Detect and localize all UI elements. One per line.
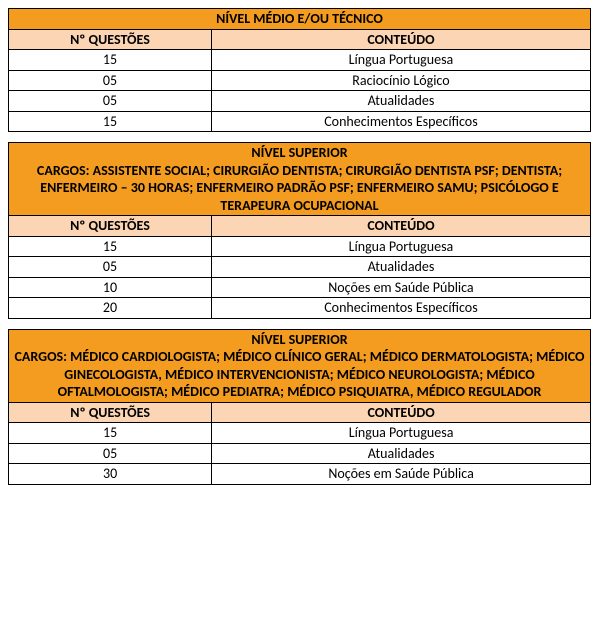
table-row: 15 Língua Portuguesa [9, 423, 591, 444]
table-row: 15 Conhecimentos Específicos [9, 111, 591, 132]
table-row: 20 Conhecimentos Específicos [9, 298, 591, 319]
table2-title-line1: NÍVEL SUPERIOR [251, 144, 347, 161]
table-nivel-superior-2: NÍVEL SUPERIOR CARGOS: MÉDICO CARDIOLOGI… [8, 329, 591, 485]
table3-title-line2: CARGOS: MÉDICO CARDIOLOGISTA; MÉDICO CLÍ… [14, 348, 584, 400]
col-header-conteudo: CONTEÚDO [212, 402, 591, 423]
table2-title: NÍVEL SUPERIOR CARGOS: ASSISTENTE SOCIAL… [9, 143, 591, 216]
cell-conteudo: Noções em Saúde Pública [211, 277, 590, 298]
cell-conteudo: Conhecimentos Específicos [211, 298, 590, 319]
col-header-questoes: Nº QUESTÕES [9, 29, 212, 50]
table-row: 30 Noções em Saúde Pública [9, 464, 591, 485]
cell-conteudo: Raciocínio Lógico [211, 70, 590, 91]
table3-title: NÍVEL SUPERIOR CARGOS: MÉDICO CARDIOLOGI… [9, 329, 591, 402]
cell-questoes: 20 [9, 298, 212, 319]
table-row: 05 Atualidades [9, 91, 591, 112]
table-row: 05 Raciocínio Lógico [9, 70, 591, 91]
table-row: 05 Atualidades [9, 443, 591, 464]
cell-conteudo: Atualidades [212, 443, 591, 464]
table3-title-line1: NÍVEL SUPERIOR [251, 331, 347, 348]
cell-questoes: 05 [9, 91, 212, 112]
cell-questoes: 05 [9, 70, 212, 91]
cell-conteudo: Língua Portuguesa [211, 50, 590, 71]
table-nivel-superior-1: NÍVEL SUPERIOR CARGOS: ASSISTENTE SOCIAL… [8, 142, 591, 319]
col-header-conteudo: CONTEÚDO [211, 29, 590, 50]
table-nivel-medio: NÍVEL MÉDIO E/OU TÉCNICO Nº QUESTÕES CON… [8, 8, 591, 132]
table2-title-line2: CARGOS: ASSISTENTE SOCIAL; CIRURGIÃO DEN… [37, 162, 562, 214]
col-header-questoes: Nº QUESTÕES [9, 216, 212, 237]
col-header-questoes: Nº QUESTÕES [9, 402, 212, 423]
cell-questoes: 15 [9, 236, 212, 257]
table-row: 10 Noções em Saúde Pública [9, 277, 591, 298]
table-row: 15 Língua Portuguesa [9, 236, 591, 257]
cell-conteudo: Noções em Saúde Pública [212, 464, 591, 485]
cell-conteudo: Atualidades [211, 257, 590, 278]
cell-conteudo: Língua Portuguesa [212, 423, 591, 444]
cell-conteudo: Língua Portuguesa [211, 236, 590, 257]
cell-questoes: 05 [9, 257, 212, 278]
cell-questoes: 15 [9, 423, 212, 444]
table-row: 15 Língua Portuguesa [9, 50, 591, 71]
cell-questoes: 15 [9, 111, 212, 132]
table-row: 05 Atualidades [9, 257, 591, 278]
cell-conteudo: Conhecimentos Específicos [211, 111, 590, 132]
cell-questoes: 05 [9, 443, 212, 464]
table1-title: NÍVEL MÉDIO E/OU TÉCNICO [9, 9, 591, 30]
cell-questoes: 30 [9, 464, 212, 485]
cell-questoes: 15 [9, 50, 212, 71]
cell-conteudo: Atualidades [211, 91, 590, 112]
col-header-conteudo: CONTEÚDO [211, 216, 590, 237]
cell-questoes: 10 [9, 277, 212, 298]
